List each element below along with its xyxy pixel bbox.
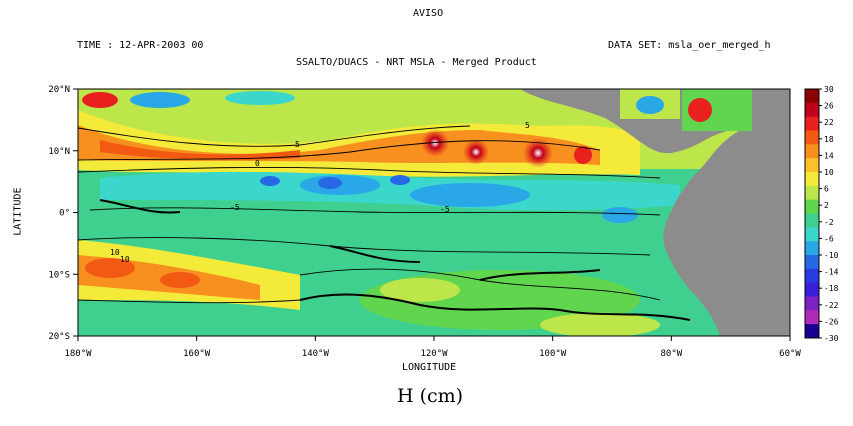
colorbar-label: 26 <box>824 102 834 111</box>
colorbar-label: -6 <box>824 234 834 243</box>
x-tick-label: 120°W <box>420 349 448 359</box>
units-caption: H (cm) <box>397 385 464 407</box>
colorbar-swatch <box>805 255 819 270</box>
colorbar-swatch <box>805 296 819 311</box>
colorbar-swatch <box>805 158 819 173</box>
colorbar-label: 10 <box>824 168 834 177</box>
colorbar-swatch <box>805 130 819 145</box>
x-tick-label: 140°W <box>302 349 330 359</box>
colorbar-label: 18 <box>824 135 834 144</box>
colorbar-label: -22 <box>824 301 839 310</box>
colorbar-swatch <box>805 213 819 228</box>
x-tick-label: 100°W <box>539 349 567 359</box>
colorbar-label: 30 <box>824 85 834 94</box>
x-tick-label: 60°W <box>779 349 801 359</box>
y-tick-label: 0° <box>59 209 70 219</box>
colorbar-swatch <box>805 324 819 339</box>
y-tick-label: 10°N <box>48 147 70 157</box>
colorbar-swatch <box>805 116 819 131</box>
colorbar-swatch <box>805 172 819 187</box>
contour-label: 0 <box>255 159 260 168</box>
colorbar-swatch <box>805 89 819 104</box>
time-label: TIME : 12-APR-2003 00 <box>77 40 204 51</box>
y-axis-label: LATITUDE <box>12 187 24 236</box>
colorbar-frame <box>804 88 820 339</box>
x-axis-label: LONGITUDE <box>402 362 457 373</box>
colorbar-label: -26 <box>824 317 839 326</box>
dataset-label: DATA SET: msla_oer_merged_h <box>608 40 771 51</box>
land-mass <box>520 89 790 336</box>
colorbar-label: 22 <box>824 118 834 127</box>
colorbar-label: -14 <box>824 268 839 277</box>
colorbar-swatch <box>805 268 819 284</box>
colorbar-label: -2 <box>824 218 834 227</box>
colorbar-swatch <box>805 227 819 242</box>
y-tick-label: 20°N <box>48 85 70 95</box>
colorbar-swatch <box>805 241 819 256</box>
colorbar-swatch <box>805 185 819 201</box>
colorbar-swatch <box>805 282 819 297</box>
colorbar-swatch <box>805 199 819 214</box>
x-tick-label: 180°W <box>64 349 92 359</box>
colorbar: 30 26 22 18 14 10 6 2 -2 -6 -10 -14 -18 -22 -26 -30 <box>804 85 839 343</box>
contour-label: -5 <box>230 203 240 212</box>
plot-subtitle: SSALTO/DUACS - NRT MSLA - Merged Product <box>296 57 537 68</box>
contour-label: 5 <box>295 140 300 149</box>
plot-title: AVISO <box>413 8 444 19</box>
contour-label: -5 <box>440 205 450 214</box>
contour-label: 10 <box>110 248 120 257</box>
colorbar-label: -10 <box>824 251 839 260</box>
y-tick-label: 10°S <box>48 270 70 280</box>
colorbar-swatch <box>805 144 819 159</box>
x-tick-label: 80°W <box>660 349 682 359</box>
colorbar-swatch <box>805 310 819 325</box>
colorbar-swatch <box>805 102 819 118</box>
colorbar-label: -30 <box>824 334 839 343</box>
contour-label: 10 <box>120 255 130 264</box>
sea-level-field <box>78 89 790 336</box>
colorbar-label: 6 <box>824 185 829 194</box>
y-tick-label: 20°S <box>48 332 70 342</box>
colorbar-label: 14 <box>824 151 834 160</box>
colorbar-label: 2 <box>824 201 829 210</box>
colorbar-label: -18 <box>824 284 839 293</box>
contour-label: 5 <box>525 121 530 130</box>
x-tick-label: 160°W <box>183 349 211 359</box>
